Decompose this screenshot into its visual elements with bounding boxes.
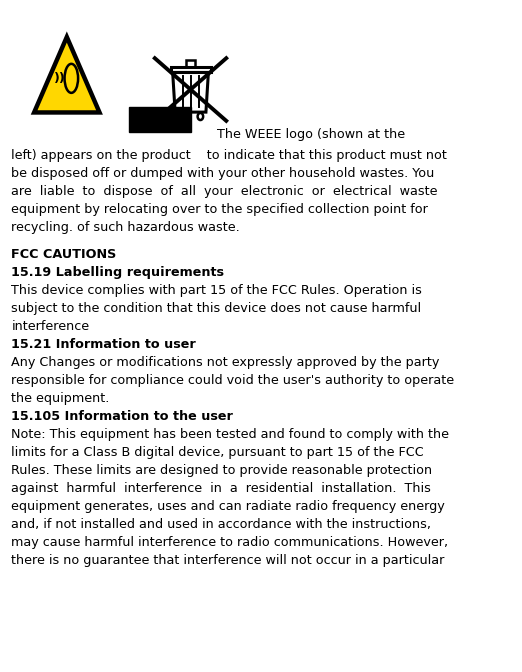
Text: subject to the condition that this device does not cause harmful: subject to the condition that this devic… xyxy=(11,302,422,315)
FancyBboxPatch shape xyxy=(129,107,191,132)
Text: Any Changes or modifications not expressly approved by the party: Any Changes or modifications not express… xyxy=(11,356,440,370)
Text: responsible for compliance could void the user's authority to operate: responsible for compliance could void th… xyxy=(11,374,455,387)
Text: and, if not installed and used in accordance with the instructions,: and, if not installed and used in accord… xyxy=(11,518,432,532)
Text: Rules. These limits are designed to provide reasonable protection: Rules. These limits are designed to prov… xyxy=(11,464,433,477)
Text: equipment by relocating over to the specified collection point for: equipment by relocating over to the spec… xyxy=(11,203,429,216)
Text: are  liable  to  dispose  of  all  your  electronic  or  electrical  waste: are liable to dispose of all your electr… xyxy=(11,185,438,198)
Text: Note: This equipment has been tested and found to comply with the: Note: This equipment has been tested and… xyxy=(11,428,449,442)
Text: FCC CAUTIONS: FCC CAUTIONS xyxy=(11,248,117,261)
Text: limits for a Class B digital device, pursuant to part 15 of the FCC: limits for a Class B digital device, pur… xyxy=(11,446,424,460)
Text: 15.21 Information to user: 15.21 Information to user xyxy=(11,338,196,351)
Text: recycling. of such hazardous waste.: recycling. of such hazardous waste. xyxy=(11,221,240,235)
Text: there is no guarantee that interference will not occur in a particular: there is no guarantee that interference … xyxy=(11,554,445,567)
Text: This device complies with part 15 of the FCC Rules. Operation is: This device complies with part 15 of the… xyxy=(11,284,422,297)
Text: left) appears on the product    to indicate that this product must not: left) appears on the product to indicate… xyxy=(11,149,447,162)
Text: interference: interference xyxy=(11,321,90,333)
Text: may cause harmful interference to radio communications. However,: may cause harmful interference to radio … xyxy=(11,536,448,550)
Text: 15.19 Labelling requirements: 15.19 Labelling requirements xyxy=(11,266,224,280)
Text: 15.105 Information to the user: 15.105 Information to the user xyxy=(11,411,233,423)
Text: be disposed off or dumped with your other household wastes. You: be disposed off or dumped with your othe… xyxy=(11,167,435,180)
Text: against  harmful  interference  in  a  residential  installation.  This: against harmful interference in a reside… xyxy=(11,482,431,495)
Text: The WEEE logo (shown at the: The WEEE logo (shown at the xyxy=(217,128,405,140)
Text: the equipment.: the equipment. xyxy=(11,392,110,405)
Text: equipment generates, uses and can radiate radio frequency energy: equipment generates, uses and can radiat… xyxy=(11,501,445,513)
Polygon shape xyxy=(34,37,100,112)
Text: )): )) xyxy=(54,72,66,85)
Ellipse shape xyxy=(65,64,78,93)
